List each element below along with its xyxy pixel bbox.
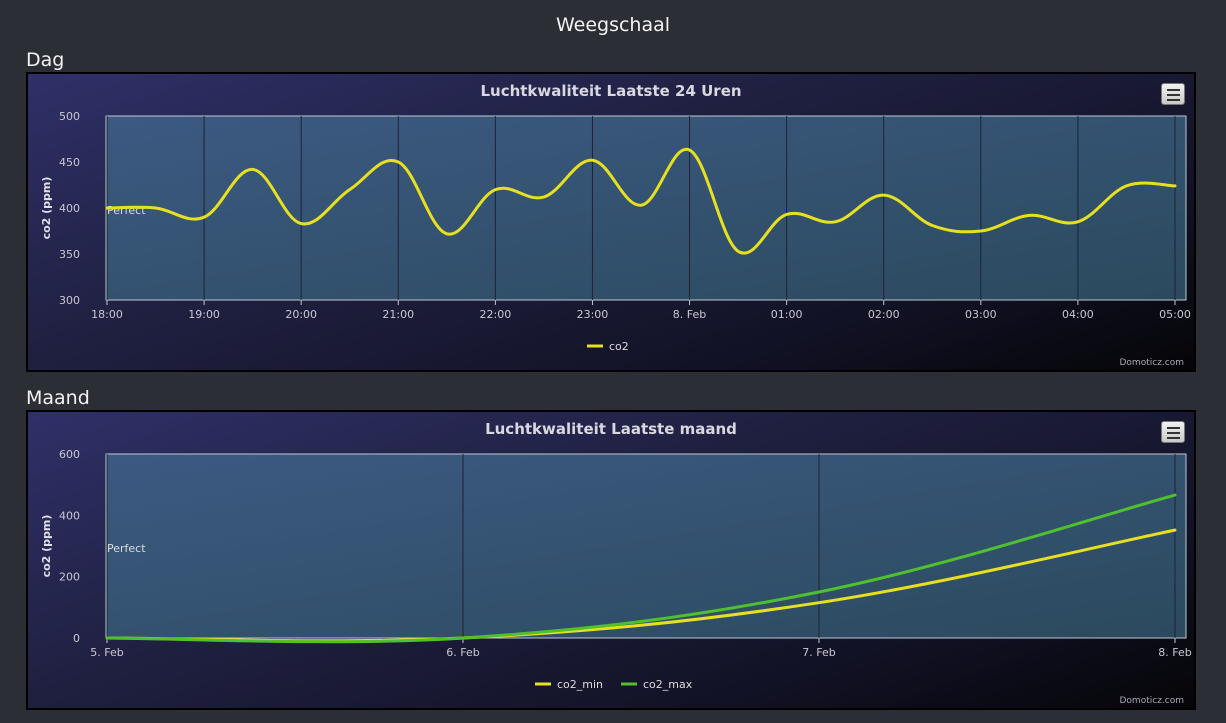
- series-line-co2: [105, 148, 1177, 255]
- section-heading-day: Dag: [26, 49, 65, 71]
- legend-label: co2_max: [643, 678, 693, 691]
- x-tick-label: 18:00: [91, 308, 123, 321]
- y-tick-label: 500: [59, 110, 80, 123]
- section-heading-month: Maand: [26, 387, 90, 409]
- y-tick-label: 400: [59, 509, 80, 522]
- y-tick-label: 350: [59, 248, 80, 261]
- series-line-co2_max: [105, 493, 1177, 644]
- legend-item-co2[interactable]: co2: [587, 340, 629, 353]
- plot-area: [105, 115, 1187, 301]
- x-tick-label: 22:00: [480, 308, 512, 321]
- y-tick-label: 600: [59, 448, 80, 461]
- x-tick-label: 19:00: [188, 308, 220, 321]
- export-menu-button-month[interactable]: [1161, 421, 1185, 443]
- page-title: Weegschaal: [555, 14, 671, 36]
- credit-link[interactable]: Domoticz.com: [1119, 358, 1185, 368]
- x-tick-label: 8. Feb: [1158, 646, 1191, 659]
- legend-label: co2: [609, 340, 629, 353]
- credit-link[interactable]: Domoticz.com: [1119, 696, 1185, 706]
- y-axis-title: co2 (ppm): [40, 515, 53, 578]
- legend-item-co2_min[interactable]: co2_min: [535, 678, 603, 691]
- x-tick-label: 05:00: [1159, 308, 1191, 321]
- y-tick-label: 300: [59, 294, 80, 307]
- y-tick-label: 200: [59, 571, 80, 584]
- y-axis-title: co2 (ppm): [40, 177, 53, 240]
- legend-label: co2_min: [557, 678, 603, 691]
- x-tick-label: 01:00: [771, 308, 803, 321]
- chart-svg-day: Luchtkwaliteit Laatste 24 Uren 300 350 400 4…: [40, 82, 1191, 353]
- x-tick-label: 20:00: [285, 308, 317, 321]
- y-tick-label: 0: [73, 632, 80, 645]
- chart-title: Luchtkwaliteit Laatste 24 Uren: [480, 82, 741, 100]
- legend-item-co2_max[interactable]: co2_max: [621, 678, 693, 691]
- x-tick-label: 8. Feb: [673, 308, 706, 321]
- chart-panel-month: Luchtkwaliteit Laatste maand 0 200 400 600 co…: [26, 410, 1196, 710]
- chart-svg-month: Luchtkwaliteit Laatste maand 0 200 400 600 co…: [40, 420, 1192, 691]
- y-tick-label: 400: [59, 202, 80, 215]
- x-tick-label: 7. Feb: [802, 646, 835, 659]
- chart-panel-day: Luchtkwaliteit Laatste 24 Uren 300 350 400 4…: [26, 72, 1196, 372]
- x-tick-label: 23:00: [577, 308, 609, 321]
- x-tick-label: 21:00: [382, 308, 414, 321]
- export-menu-button-day[interactable]: [1161, 83, 1185, 105]
- x-tick-label: 04:00: [1062, 308, 1094, 321]
- plot-band-label: Perfect: [107, 542, 146, 555]
- chart-title: Luchtkwaliteit Laatste maand: [485, 420, 737, 438]
- plot-area: [105, 453, 1187, 639]
- x-tick-label: 03:00: [965, 308, 997, 321]
- x-tick-label: 02:00: [868, 308, 900, 321]
- y-tick-label: 450: [59, 156, 80, 169]
- x-tick-label: 6. Feb: [446, 646, 479, 659]
- x-tick-label: 5. Feb: [90, 646, 123, 659]
